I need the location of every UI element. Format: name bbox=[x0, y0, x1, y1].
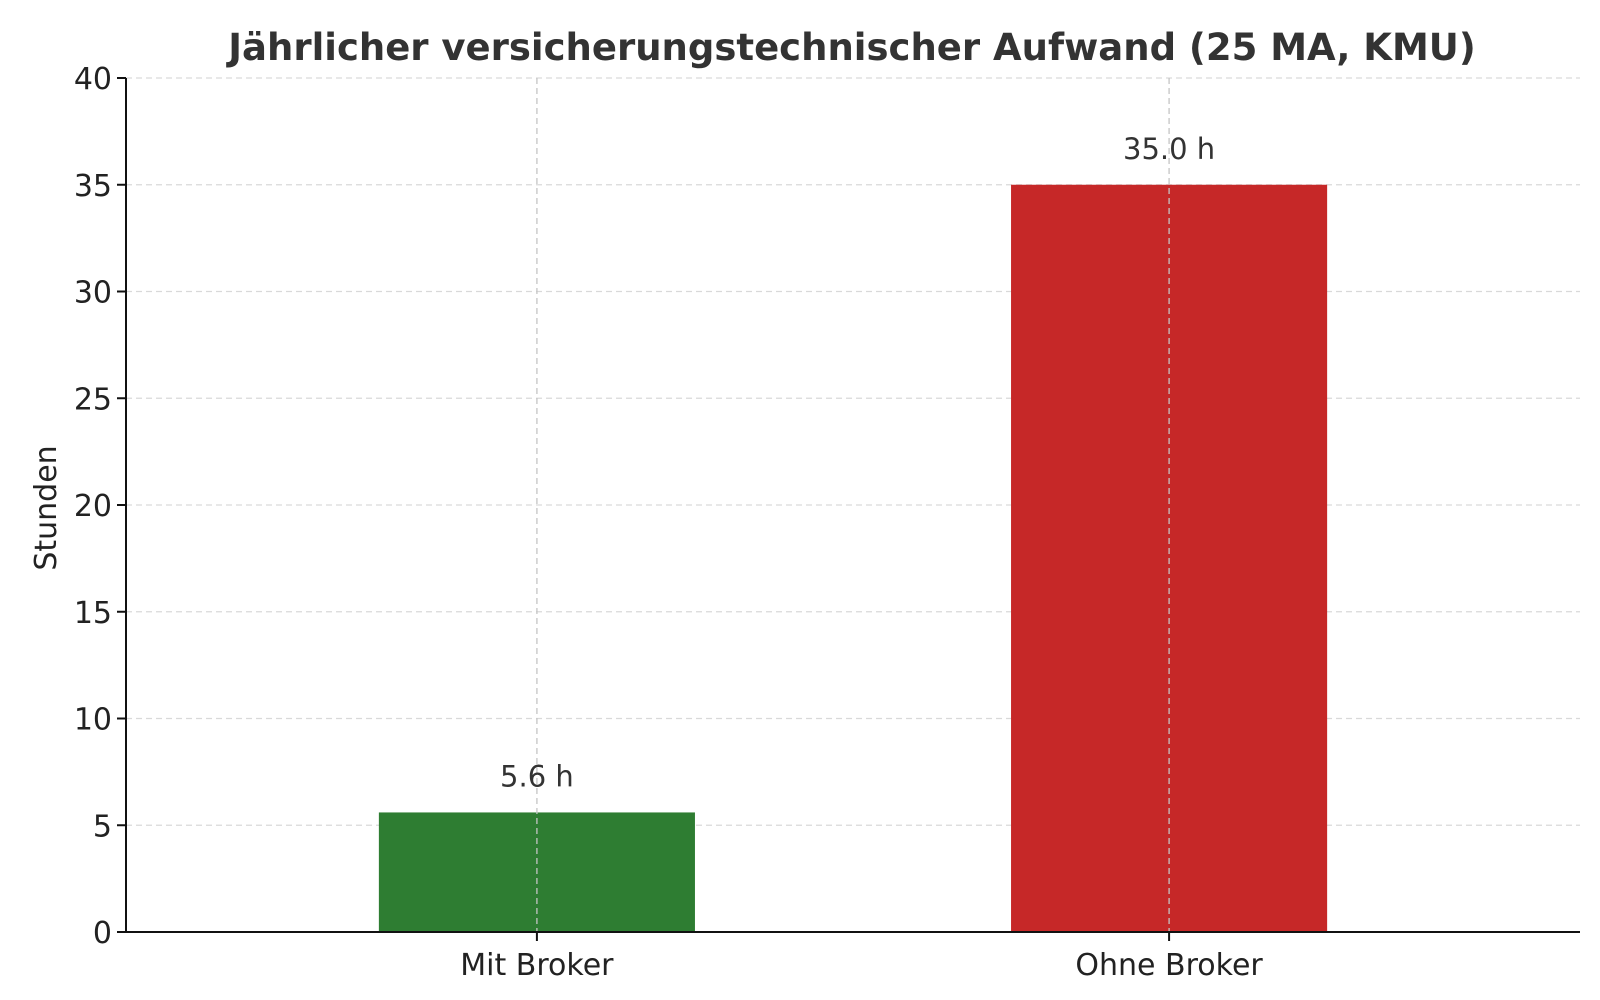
bars bbox=[378, 184, 1328, 932]
y-tick-label: 5 bbox=[93, 809, 112, 844]
vertical-grid-lines bbox=[536, 78, 1170, 932]
y-tick-label: 15 bbox=[74, 596, 112, 631]
y-tick-label: 0 bbox=[93, 916, 112, 951]
x-tick-label: Mit Broker bbox=[460, 948, 614, 983]
chart-title: Jährlicher versicherungstechnischer Aufw… bbox=[225, 26, 1476, 69]
y-tick-label: 20 bbox=[74, 489, 112, 524]
y-axis-label: Stunden bbox=[29, 445, 64, 570]
data-label: 5.6 h bbox=[500, 759, 574, 793]
y-tick-label: 25 bbox=[74, 382, 112, 417]
y-tick-labels: 0 5 10 15 20 25 30 35 40 bbox=[74, 62, 112, 951]
y-tick-label: 35 bbox=[74, 169, 112, 204]
grid-lines bbox=[126, 77, 1580, 826]
y-tick-label: 40 bbox=[74, 62, 112, 97]
y-tick-label: 30 bbox=[74, 276, 112, 311]
x-tick-labels: Mit Broker Ohne Broker bbox=[460, 948, 1263, 983]
axes bbox=[117, 77, 1580, 941]
y-tick-label: 10 bbox=[74, 703, 112, 738]
x-tick-label: Ohne Broker bbox=[1075, 948, 1263, 983]
data-labels: 5.6 h 35.0 h bbox=[500, 132, 1215, 794]
data-label: 35.0 h bbox=[1123, 132, 1215, 166]
